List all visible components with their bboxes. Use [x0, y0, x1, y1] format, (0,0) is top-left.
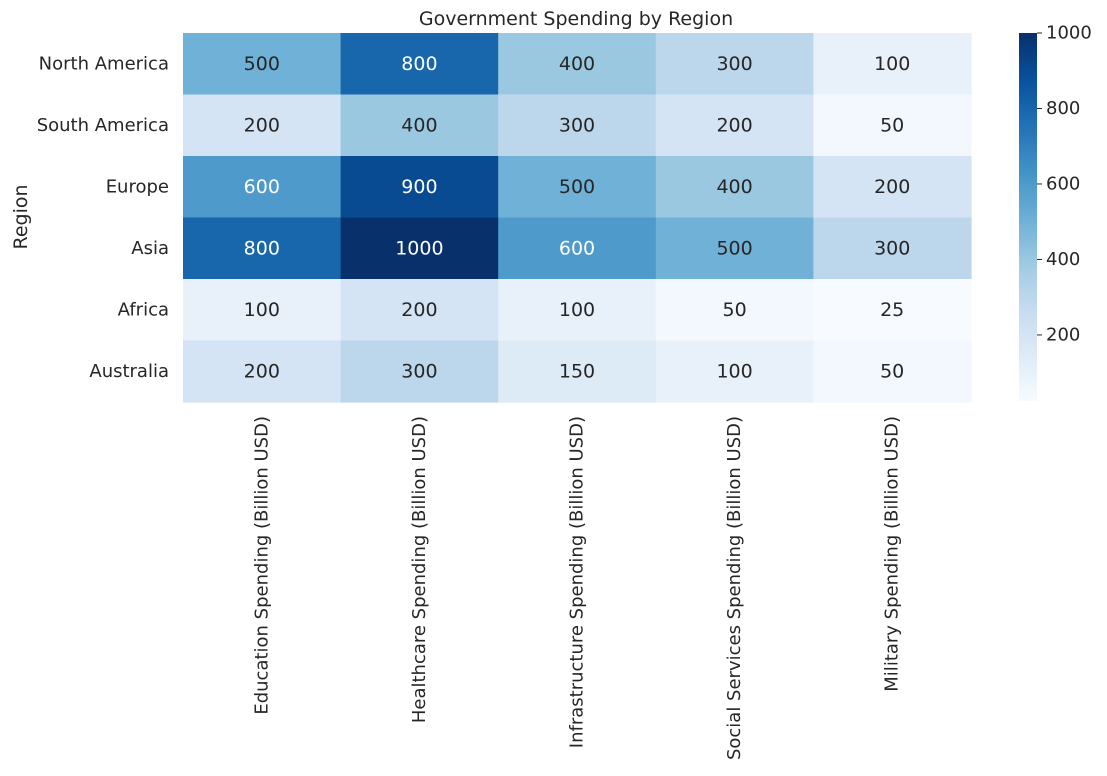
cell-value-label: 300: [716, 53, 752, 75]
cell-value-label: 400: [401, 114, 437, 136]
heatmap-cell: [340, 156, 499, 219]
cell-value-label: 50: [880, 114, 904, 136]
heatmap-cell: [340, 279, 499, 342]
heatmap-cell: [183, 94, 342, 157]
cell-value-label: 50: [723, 299, 747, 321]
heatmap-cell: [498, 33, 657, 96]
column-label: Healthcare Spending (Billion USD): [409, 416, 430, 723]
cell-value-label: 900: [401, 176, 437, 198]
heatmap-cell: [340, 33, 499, 96]
colorbar: [1019, 33, 1037, 401]
colorbar-tick-label: 800: [1046, 98, 1080, 119]
heatmap-cell: [340, 94, 499, 157]
cell-value-label: 600: [244, 176, 280, 198]
heatmap-cell: [813, 156, 972, 219]
cell-value-label: 100: [716, 360, 752, 382]
cell-value-label: 200: [244, 360, 280, 382]
heatmap-cell: [655, 217, 814, 280]
colorbar-ticks: 200 400 600 800 1000: [1037, 23, 1092, 345]
heatmap-cell: [340, 217, 499, 280]
column-label: Military Spending (Billion USD): [882, 416, 903, 692]
cell-value-label: 100: [559, 299, 595, 321]
cell-value-label: 25: [880, 299, 904, 321]
row-labels: North America South America Europe Asia Afri…: [37, 53, 169, 382]
cell-value-label: 300: [401, 360, 437, 382]
cell-value-label: 300: [559, 114, 595, 136]
heatmap-cell: [183, 217, 342, 280]
cell-value-label: 200: [244, 114, 280, 136]
heatmap-cell: [498, 94, 657, 157]
row-label: Africa: [118, 299, 169, 320]
heatmap-cells: [183, 33, 972, 403]
cell-value-label: 800: [401, 53, 437, 75]
heatmap-cell: [183, 33, 342, 96]
heatmap-cell: [655, 156, 814, 219]
cell-value-label: 600: [559, 237, 595, 259]
row-label: Europe: [106, 176, 169, 197]
cell-value-label: 400: [716, 176, 752, 198]
heatmap-cell: [813, 33, 972, 96]
heatmap-cell: [183, 340, 342, 403]
cell-value-label: 500: [716, 237, 752, 259]
y-axis-title: Region: [10, 184, 32, 249]
heatmap-cell: [183, 156, 342, 219]
cell-value-label: 400: [559, 53, 595, 75]
column-label: Infrastructure Spending (Billion USD): [567, 416, 588, 748]
heatmap-cell: [655, 33, 814, 96]
cell-labels: 500 800 400 300 100 200 400 300 200 50 600 900 500 40…: [244, 53, 911, 383]
cell-value-label: 800: [244, 237, 280, 259]
colorbar-tick-label: 200: [1046, 324, 1080, 345]
heatmap-cell: [655, 94, 814, 157]
cell-value-label: 300: [874, 237, 910, 259]
column-label: Social Services Spending (Billion USD): [724, 416, 745, 760]
heatmap-cell: [498, 217, 657, 280]
cell-value-label: 1000: [395, 237, 443, 259]
heatmap-cell: [183, 279, 342, 342]
cell-value-label: 150: [559, 360, 595, 382]
heatmap-cell: [340, 340, 499, 403]
row-label: North America: [39, 53, 169, 74]
cell-value-label: 200: [401, 299, 437, 321]
cell-value-label: 50: [880, 360, 904, 382]
heatmap-cell: [813, 340, 972, 403]
cell-value-label: 500: [559, 176, 595, 198]
cell-value-label: 200: [874, 176, 910, 198]
row-label: Asia: [131, 238, 169, 259]
cell-value-label: 200: [716, 114, 752, 136]
heatmap-cell: [655, 279, 814, 342]
row-label: Australia: [89, 361, 169, 382]
cell-value-label: 100: [874, 53, 910, 75]
heatmap-cell: [655, 340, 814, 403]
cell-value-label: 500: [244, 53, 280, 75]
colorbar-tick-label: 1000: [1046, 23, 1092, 44]
heatmap-cell: [813, 279, 972, 342]
column-labels: Education Spending (Billion USD) Healthca…: [251, 416, 902, 760]
cell-value-label: 100: [244, 299, 280, 321]
heatmap-cell: [498, 156, 657, 219]
heatmap-cell: [813, 94, 972, 157]
colorbar-tick-label: 600: [1046, 173, 1080, 194]
column-label: Education Spending (Billion USD): [251, 416, 272, 715]
heatmap-cell: [813, 217, 972, 280]
heatmap-cell: [498, 279, 657, 342]
heatmap-cell: [498, 340, 657, 403]
row-label: South America: [37, 115, 169, 136]
chart-title: Government Spending by Region: [419, 8, 733, 30]
colorbar-tick-label: 400: [1046, 249, 1080, 270]
